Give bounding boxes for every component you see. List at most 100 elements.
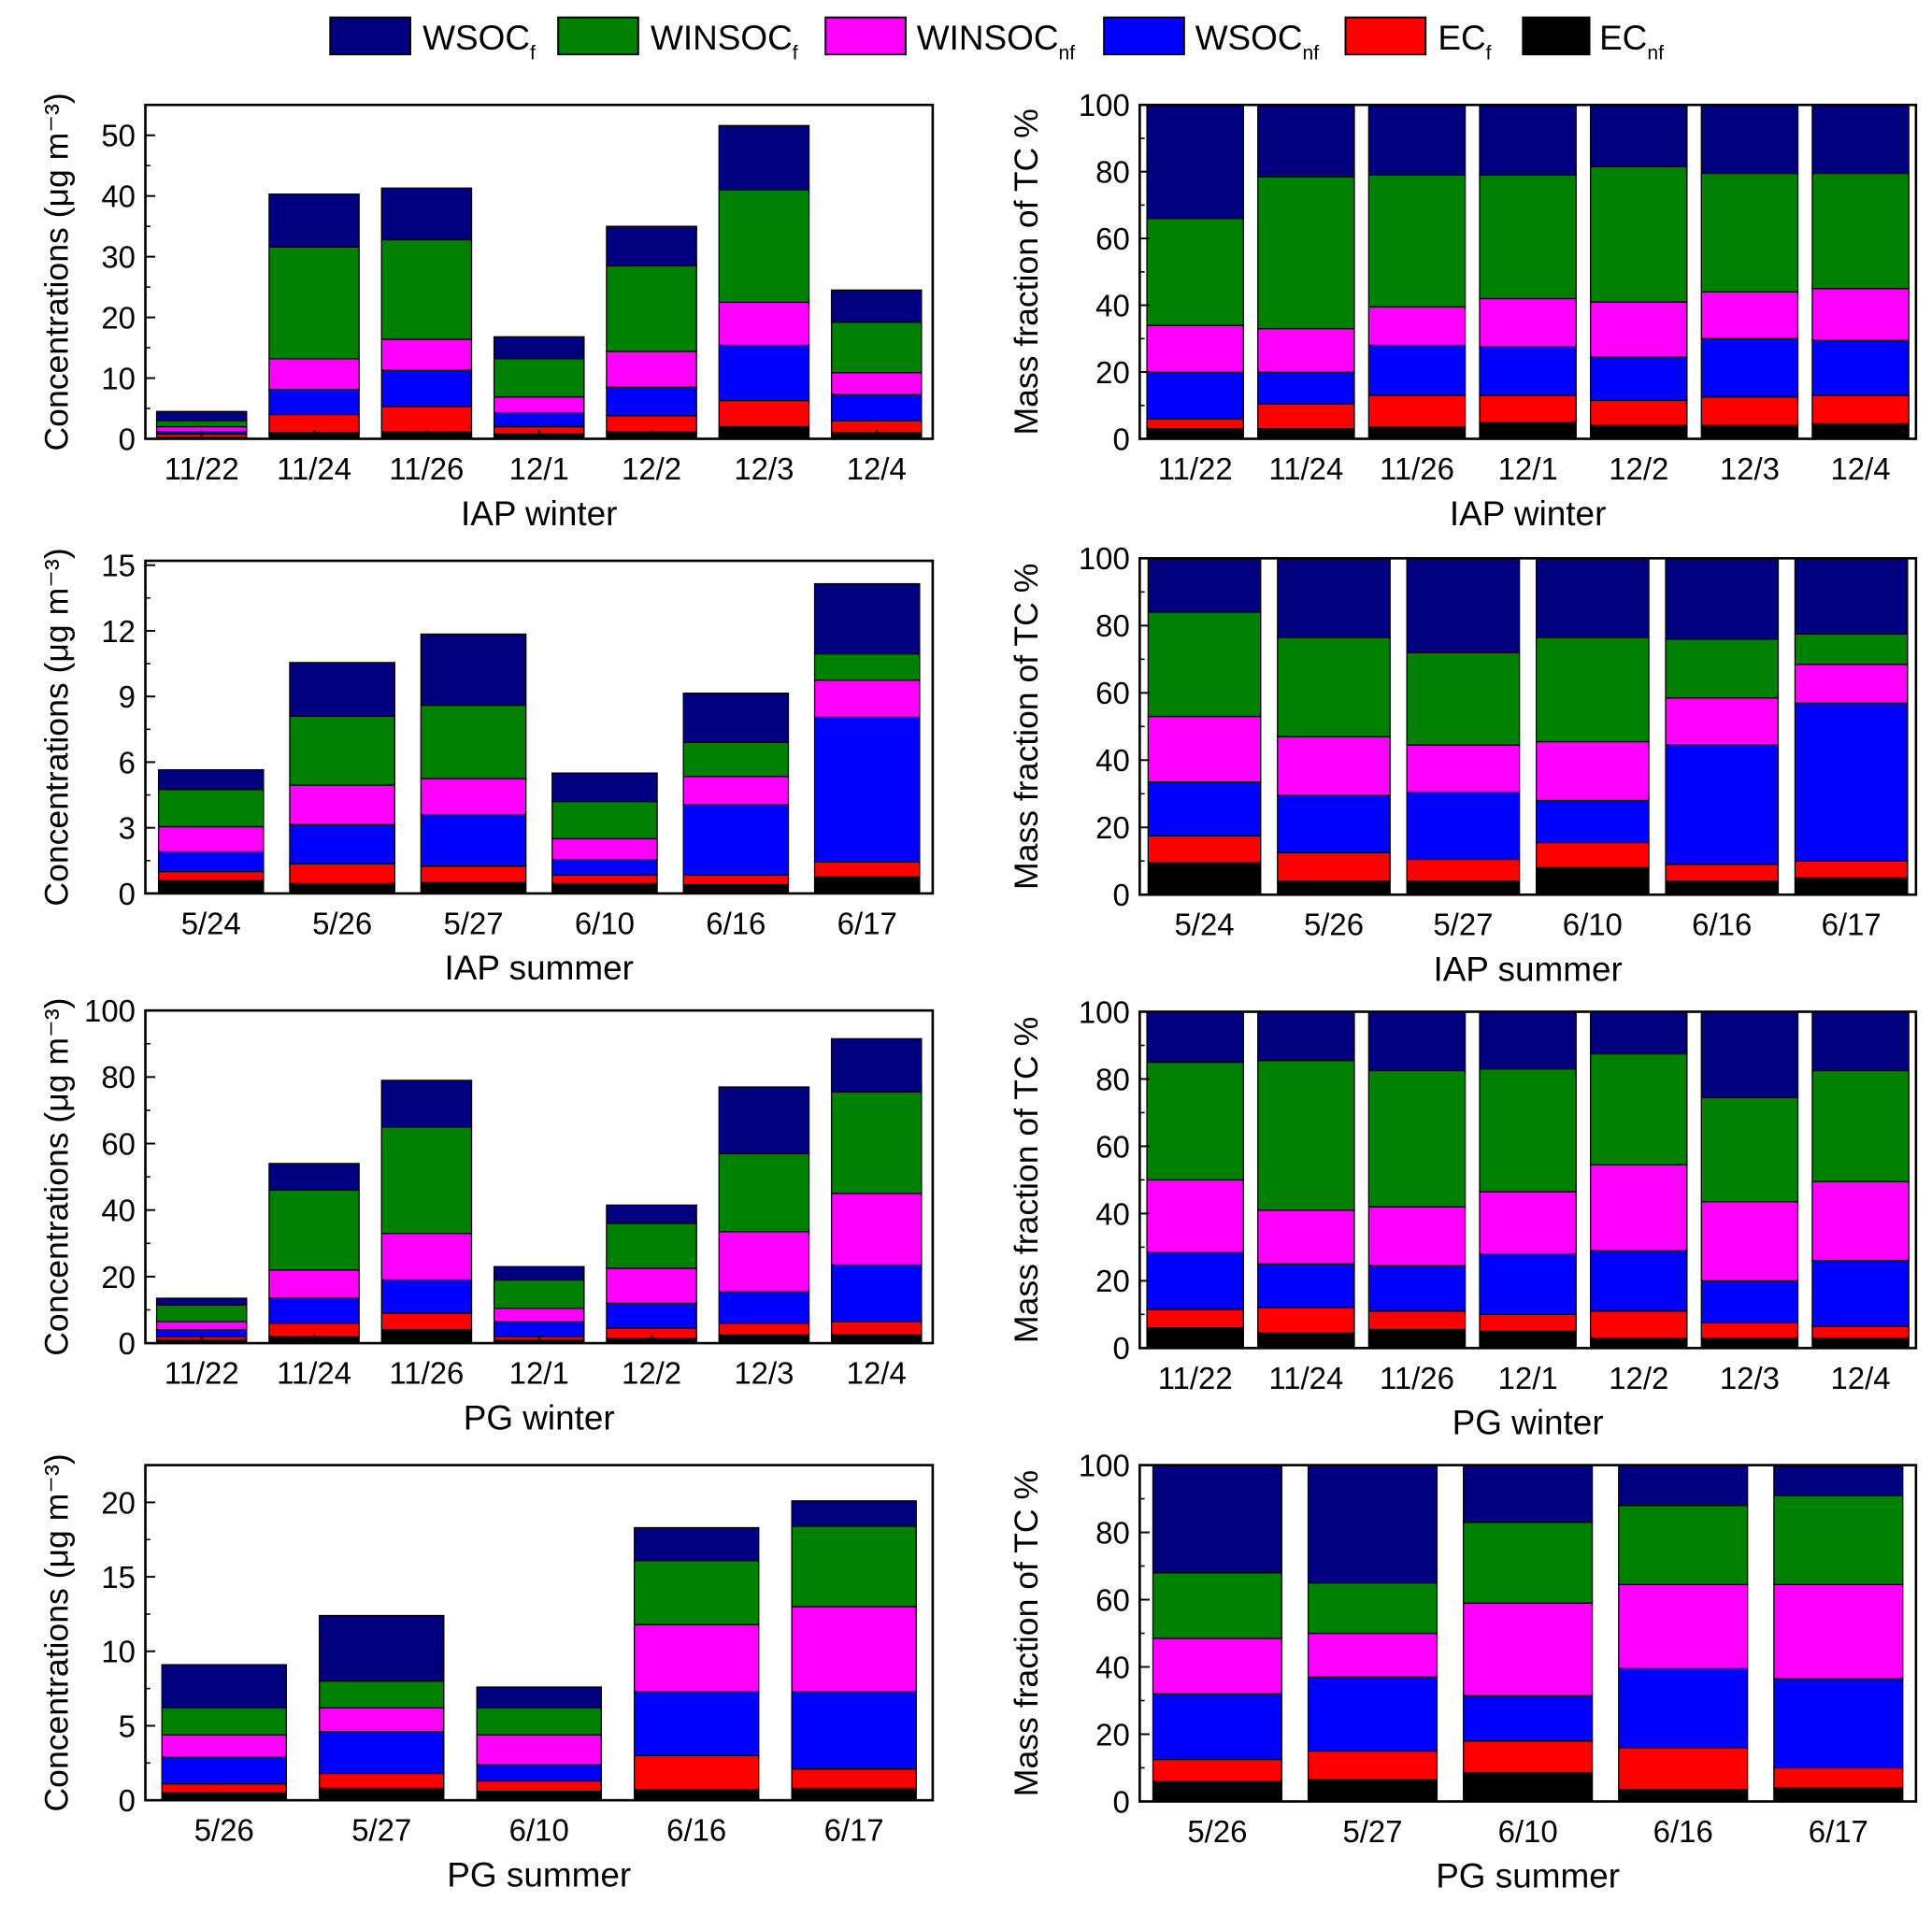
legend-label-main: WINSOC	[651, 19, 793, 57]
bar-segment-winsoc-nf	[606, 350, 697, 388]
legend: WSOCf WINSOCf WINSOCnf WSOCnf ECf ECnf	[329, 16, 1664, 64]
bar-segment-winsoc-f	[380, 1126, 473, 1235]
bar-stack	[813, 582, 921, 894]
bar-segment-wsoc-f	[1479, 1010, 1577, 1070]
bar-segment-wsoc-nf	[1700, 337, 1799, 398]
bar-segment-winsoc-nf	[1811, 288, 1910, 341]
bar-segment-winsoc-f	[682, 741, 790, 778]
y-axis-title: Mass fraction of TC %	[1008, 564, 1045, 890]
legend-label-sub: f	[530, 42, 536, 64]
bar-segment-winsoc-f	[718, 1152, 810, 1233]
x-tick-label: 5/27	[443, 906, 503, 940]
bar-segment-ec-f	[606, 415, 697, 433]
x-axis-title: PG summer	[1436, 1857, 1620, 1895]
legend-label-main: WSOC	[1195, 19, 1303, 57]
bar-segment-wsoc-nf	[1811, 339, 1910, 396]
bar-segment-wsoc-f	[289, 662, 395, 717]
bar-segment-wsoc-f	[155, 410, 248, 422]
y-tick-label: 40	[1095, 288, 1130, 322]
x-tick-label: 12/1	[509, 451, 569, 486]
bar-segment-winsoc-nf	[161, 1734, 287, 1758]
legend-label-sub: nf	[1058, 42, 1075, 64]
x-tick-label: 12/3	[734, 451, 794, 486]
y-axis-title: Concentrations (μg m⁻³)	[38, 548, 76, 906]
bar-segment-winsoc-f	[493, 358, 585, 398]
bar-segment-winsoc-f	[1146, 1061, 1244, 1181]
y-tick-label: 20	[101, 300, 136, 335]
bar-segment-winsoc-f	[1463, 1522, 1594, 1604]
plot-frame	[144, 559, 935, 895]
x-tick-label: 11/26	[389, 1356, 464, 1391]
legend-label-sub: f	[1486, 42, 1492, 64]
bar-segment-wsoc-f	[1277, 557, 1391, 638]
bar-segment-ec-f	[1146, 1308, 1244, 1329]
bar-segment-winsoc-nf	[1307, 1632, 1438, 1678]
y-axis-title: Concentrations (μg m⁻³)	[38, 1453, 76, 1811]
y-tick-label: 20	[101, 1485, 136, 1520]
bar-segment-winsoc-f	[161, 1707, 287, 1736]
y-tick-label: 20	[101, 1260, 136, 1294]
bar-segment-ec-f	[319, 1772, 445, 1790]
bar-segment-wsoc-f	[551, 772, 658, 803]
bar-segment-ec-f	[268, 1323, 360, 1337]
bar-segment-wsoc-nf	[1618, 1667, 1749, 1749]
bar-stack	[791, 1500, 917, 1801]
bar-segment-ec-f	[1463, 1740, 1594, 1774]
x-tick-label: 11/24	[277, 1356, 351, 1391]
bar-stack	[1773, 1466, 1904, 1803]
bar-segment-wsoc-nf	[268, 1297, 360, 1324]
legend-label: WINSOCf	[651, 19, 798, 64]
y-tick-label: 0	[119, 1783, 136, 1818]
legend-item: WINSOCf	[557, 16, 798, 64]
bar-segment-wsoc-f	[157, 768, 265, 791]
x-tick-label: 11/22	[1158, 1361, 1233, 1395]
bar-segment-ec-f	[718, 399, 810, 428]
y-tick-label: 40	[1095, 743, 1130, 778]
x-tick-label: 6/16	[666, 1813, 726, 1848]
y-tick-label: 0	[119, 877, 136, 911]
y-tick-label: 10	[101, 1635, 136, 1669]
bar-segment-ec-f	[420, 865, 527, 883]
bar-stack	[1700, 1010, 1799, 1350]
bar-stack	[157, 768, 265, 894]
bar-segment-wsoc-nf	[1773, 1678, 1904, 1769]
bar-segment-winsoc-nf	[1665, 697, 1780, 746]
bar-segment-winsoc-f	[606, 265, 697, 352]
bar-segment-wsoc-f	[319, 1614, 445, 1682]
y-tick-label: 50	[101, 119, 136, 153]
bar-segment-wsoc-f	[1146, 104, 1244, 220]
bar-segment-ec-f	[1535, 841, 1650, 869]
bar-segment-wsoc-f	[1257, 1010, 1355, 1062]
x-tick-label: 6/17	[824, 1813, 884, 1848]
bar-segment-winsoc-f	[1811, 172, 1910, 290]
x-axis-title: PG winter	[464, 1398, 615, 1437]
bar-segment-winsoc-f	[813, 652, 921, 681]
bar-segment-winsoc-nf	[830, 372, 923, 395]
bar-segment-wsoc-nf	[1794, 702, 1909, 862]
bar-segment-wsoc-f	[633, 1526, 760, 1562]
legend-item: WSOCnf	[1103, 16, 1319, 64]
bar-segment-wsoc-nf	[161, 1756, 287, 1785]
bar-segment-wsoc-nf	[493, 1321, 585, 1337]
bar-segment-wsoc-f	[1773, 1466, 1904, 1496]
bar-segment-ec-f	[268, 413, 360, 434]
bar-stack	[1406, 557, 1521, 895]
bar-segment-ec-f	[1152, 1758, 1283, 1782]
chart-panel-7: 5/26 5/27 6/10 6/16 6/17 0 5 10 15 20 PG summer Con…	[38, 1453, 935, 1894]
bar-segment-winsoc-f	[289, 715, 395, 786]
bar-segment-wsoc-nf	[606, 386, 697, 417]
x-tick-label: 5/27	[351, 1813, 411, 1848]
bar-segment-winsoc-f	[380, 238, 473, 340]
x-tick-label: 12/4	[847, 1356, 907, 1391]
bar-segment-wsoc-f	[1463, 1464, 1594, 1523]
legend-item: ECf	[1344, 16, 1492, 64]
bar-segment-winsoc-f	[1367, 174, 1467, 308]
y-tick-label: 0	[1112, 1784, 1129, 1819]
y-tick-label: 40	[101, 179, 136, 214]
y-tick-label: 10	[101, 361, 136, 395]
legend-label-main: WSOC	[422, 19, 530, 57]
bar-segment-wsoc-f	[380, 1080, 473, 1128]
bar-segment-winsoc-nf	[551, 837, 658, 861]
x-tick-label: 5/26	[1187, 1814, 1247, 1849]
